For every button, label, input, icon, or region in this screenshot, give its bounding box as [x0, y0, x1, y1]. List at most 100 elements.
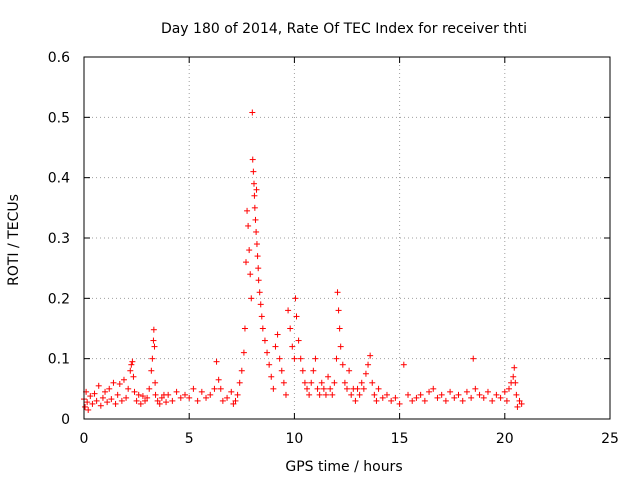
data-point — [125, 385, 132, 392]
data-point — [362, 370, 369, 377]
data-point — [87, 393, 94, 400]
data-point — [392, 394, 399, 401]
data-point — [367, 352, 374, 359]
data-point — [219, 397, 226, 404]
data-point — [165, 391, 172, 398]
chart-title: Day 180 of 2014, Rate Of TEC Index for r… — [161, 21, 527, 37]
data-point — [291, 355, 298, 362]
data-point — [459, 397, 466, 404]
data-point — [250, 168, 257, 175]
data-point — [318, 379, 325, 386]
data-point — [295, 337, 302, 344]
data-point — [249, 109, 256, 116]
data-point — [268, 373, 275, 380]
data-point — [131, 388, 138, 395]
data-point — [308, 379, 315, 386]
data-point — [518, 400, 525, 407]
data-point — [484, 388, 491, 395]
data-point — [365, 361, 372, 368]
data-point — [150, 326, 157, 333]
data-point — [285, 307, 292, 314]
data-point — [316, 391, 323, 398]
data-point — [497, 394, 504, 401]
y-tick-label: 0.6 — [48, 50, 70, 66]
data-point — [375, 385, 382, 392]
data-point — [95, 382, 102, 389]
data-point — [327, 385, 334, 392]
data-point — [84, 399, 91, 406]
data-point — [139, 393, 146, 400]
data-point — [430, 385, 437, 392]
data-point — [493, 391, 500, 398]
data-point — [405, 391, 412, 398]
data-point — [217, 385, 224, 392]
data-point — [270, 385, 277, 392]
data-point — [266, 361, 273, 368]
data-point — [253, 186, 260, 193]
data-point — [314, 385, 321, 392]
data-point — [259, 325, 266, 332]
data-point — [513, 391, 520, 398]
data-point — [89, 400, 96, 407]
data-point — [258, 313, 265, 320]
y-tick-label: 0.3 — [48, 231, 70, 247]
data-point — [341, 379, 348, 386]
x-tick-label: 15 — [391, 431, 409, 447]
data-point — [369, 379, 376, 386]
data-point — [152, 379, 159, 386]
data-point — [447, 388, 454, 395]
data-point — [82, 403, 89, 410]
grid — [84, 57, 610, 419]
data-point — [249, 156, 256, 163]
data-point — [108, 396, 115, 403]
data-point — [333, 355, 340, 362]
data-point — [442, 397, 449, 404]
data-point — [417, 391, 424, 398]
data-point — [150, 337, 157, 344]
data-point — [322, 391, 329, 398]
data-point — [289, 343, 296, 350]
data-point — [293, 313, 300, 320]
data-point — [514, 403, 521, 410]
data-point — [251, 180, 258, 187]
data-point — [278, 367, 285, 374]
data-point — [516, 397, 523, 404]
plot-area-border — [83, 56, 611, 420]
data-point — [396, 400, 403, 407]
data-point — [114, 391, 121, 398]
data-point — [213, 358, 220, 365]
data-point — [102, 388, 109, 395]
data-point — [85, 406, 92, 413]
data-point — [91, 390, 98, 397]
data-point — [247, 271, 254, 278]
data-point — [388, 397, 395, 404]
y-tick-label: 0.4 — [48, 171, 70, 187]
data-point — [228, 388, 235, 395]
data-point — [426, 388, 433, 395]
x-axis-label: GPS time / hours — [285, 459, 402, 475]
data-point — [489, 397, 496, 404]
data-point — [510, 373, 517, 380]
x-tick-label: 25 — [601, 431, 619, 447]
data-point — [244, 207, 251, 214]
data-point — [142, 397, 149, 404]
data-point — [97, 402, 104, 409]
y-tick-label: 0.2 — [48, 291, 70, 307]
data-point — [181, 391, 188, 398]
data-point — [344, 385, 350, 392]
data-point — [106, 385, 113, 392]
data-point — [451, 394, 458, 401]
data-point — [99, 394, 106, 401]
data-point — [301, 379, 308, 386]
data-point — [238, 367, 245, 374]
data-point — [240, 349, 247, 356]
data-point — [190, 385, 197, 392]
data-point — [280, 379, 287, 386]
x-tick-label: 0 — [80, 431, 89, 447]
data-point — [306, 391, 313, 398]
data-point — [255, 277, 262, 284]
x-tick-label: 20 — [496, 431, 514, 447]
y-tick-label: 0 — [61, 412, 70, 428]
data-point — [130, 373, 137, 380]
